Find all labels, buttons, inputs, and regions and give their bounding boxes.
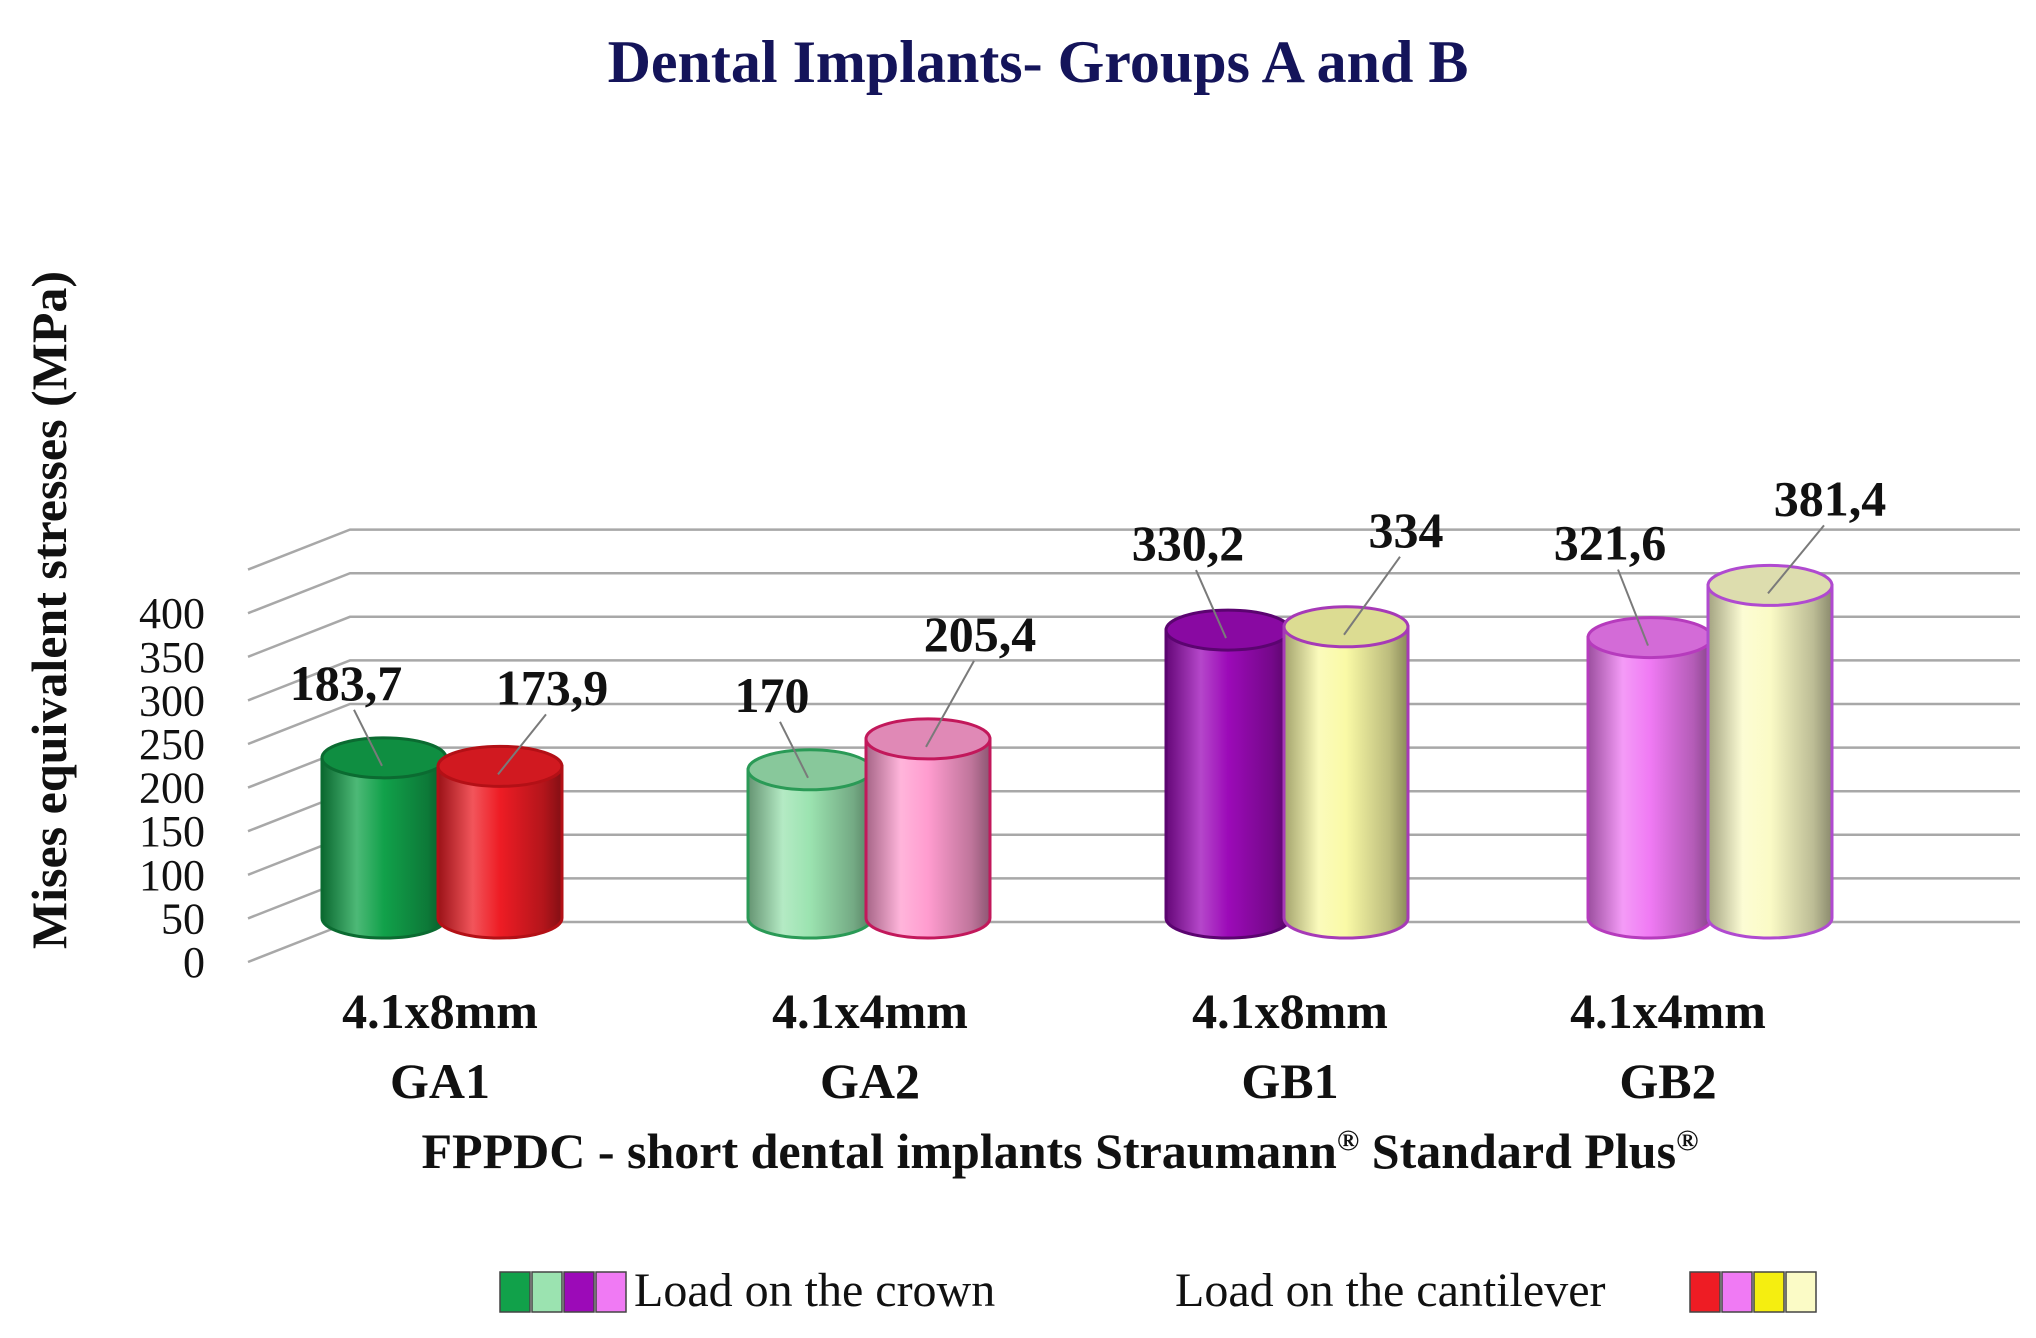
leader-line	[925, 660, 975, 748]
legend-swatch	[563, 1271, 595, 1313]
y-tick-label: 50	[161, 894, 205, 943]
bar-top	[746, 748, 874, 792]
bar-body	[746, 768, 874, 940]
y-tick-label: 100	[139, 851, 205, 900]
legend-item-crown: Load on the crown	[499, 1264, 995, 1317]
category-group-label: GB1	[1241, 1053, 1338, 1109]
bar-top	[1706, 563, 1834, 607]
bar-body	[320, 756, 448, 940]
legend-swatch	[1721, 1271, 1753, 1313]
data-label: 381,4	[1774, 470, 1887, 526]
legend-swatch	[1785, 1271, 1817, 1313]
y-tick-label: 350	[139, 633, 205, 682]
chart-title: Dental Implants- Groups A and B	[608, 29, 1469, 95]
x-axis-label: FPPDC - short dental implants Straumann®…	[422, 1123, 1699, 1179]
data-label: 321,6	[1554, 515, 1667, 571]
gridline	[247, 615, 2020, 658]
bar-top	[1164, 608, 1292, 652]
bar	[1706, 563, 1834, 940]
data-label: 205,4	[924, 606, 1037, 662]
leader-line	[497, 713, 547, 775]
category-size-label: 4.1x8mm	[342, 983, 538, 1039]
bar	[1282, 605, 1410, 940]
bar-top	[864, 717, 992, 761]
bar-top	[1586, 616, 1714, 660]
bar-body	[1706, 583, 1834, 940]
y-tick-label: 200	[139, 764, 205, 813]
category-size-label: 4.1x8mm	[1192, 983, 1388, 1039]
legend-item-cantilever: Load on the cantilever	[1175, 1264, 1817, 1317]
bar-top	[436, 744, 564, 788]
data-label: 170	[735, 667, 810, 723]
leader-line	[1195, 569, 1227, 639]
y-tick-label: 250	[139, 720, 205, 769]
bar	[320, 736, 448, 940]
gridline	[247, 528, 2020, 571]
category-size-label: 4.1x4mm	[772, 983, 968, 1039]
legend-label: Load on the crown	[634, 1264, 995, 1317]
bar-body	[1586, 636, 1714, 940]
gridline	[247, 702, 2020, 746]
leader-line	[1767, 524, 1825, 595]
gridline	[247, 571, 2020, 615]
bar-body	[1282, 625, 1410, 940]
y-tick-label: 400	[139, 589, 205, 638]
bar	[1586, 616, 1714, 940]
y-tick-label: 0	[183, 938, 205, 987]
category-group-label: GA1	[390, 1053, 490, 1109]
category-group-label: GB2	[1619, 1053, 1716, 1109]
legend: Load on the crown Load on the cantilever	[499, 1264, 1817, 1317]
legend-swatch	[1753, 1271, 1785, 1313]
legend-swatch	[531, 1271, 563, 1313]
leader-line	[353, 709, 383, 767]
category-labels: 4.1x8mm GA1 4.1x4mm GA2 4.1x8mm GB1 4.1x4mm GB2	[342, 983, 1766, 1109]
legend-swatch	[1689, 1271, 1721, 1313]
y-axis-label: Mises equivalent stresses (MPa)	[21, 271, 77, 949]
leader-line	[1617, 569, 1649, 646]
bar-top	[320, 736, 448, 780]
category-size-label: 4.1x4mm	[1570, 983, 1766, 1039]
data-labels: 183,7 170 330,2 321,6 173,9 205,4 334 381,4	[290, 470, 1887, 779]
bars	[320, 563, 1834, 940]
category-group-label: GA2	[820, 1053, 920, 1109]
bar-body	[864, 737, 992, 940]
bar-top	[1282, 605, 1410, 649]
data-label: 330,2	[1132, 515, 1245, 571]
legend-label: Load on the cantilever	[1175, 1264, 1605, 1317]
leader-line	[779, 721, 809, 779]
bar	[436, 744, 564, 940]
y-tick-label: 150	[139, 807, 205, 856]
bar	[1164, 608, 1292, 940]
bar-body	[436, 764, 564, 940]
leader-line	[1343, 556, 1401, 636]
legend-swatch	[595, 1271, 627, 1313]
y-tick-label: 300	[139, 676, 205, 725]
data-label: 183,7	[290, 655, 403, 711]
bar-body	[1164, 628, 1292, 940]
data-label: 173,9	[496, 659, 609, 715]
bar	[746, 748, 874, 940]
gridline	[247, 659, 2020, 702]
legend-swatch	[499, 1271, 531, 1313]
data-label: 334	[1369, 502, 1444, 558]
bar	[864, 717, 992, 940]
